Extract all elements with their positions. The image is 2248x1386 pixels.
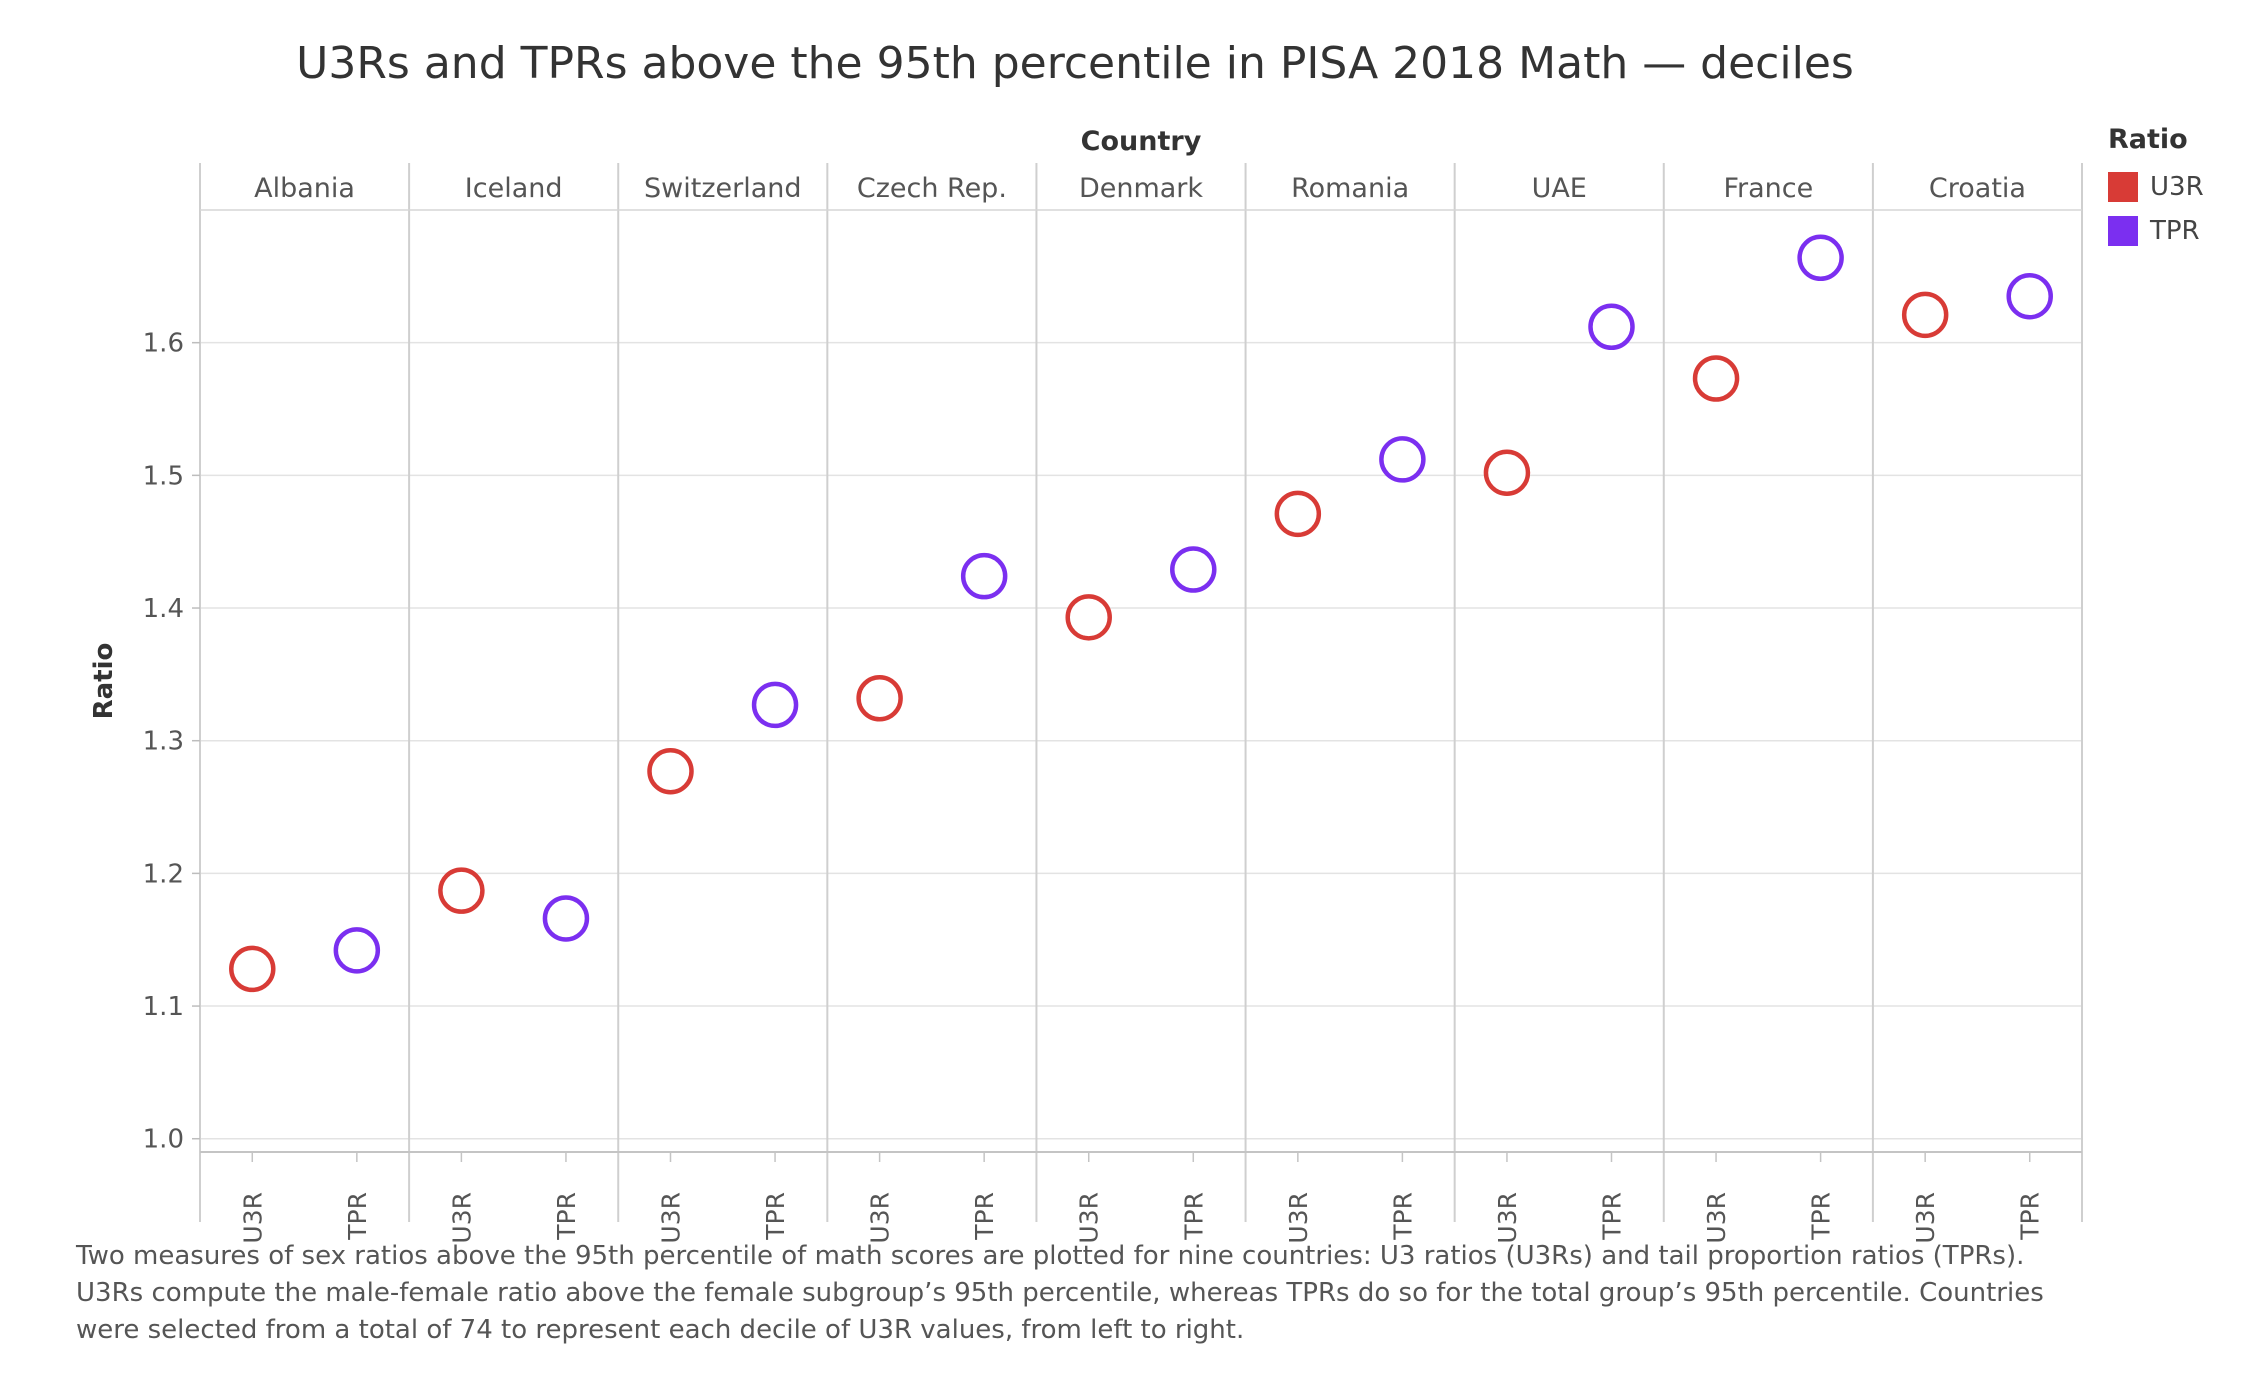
facet-headers: Country Albania Iceland Switzerland Czech Re… [254, 126, 2026, 204]
data-marks [229, 234, 2053, 993]
x-category-label: U3R [866, 1192, 895, 1244]
x-category-label: U3R [657, 1192, 686, 1244]
x-category-label: U3R [1911, 1192, 1940, 1244]
data-point-u3r[interactable] [647, 747, 694, 795]
facet-label: Switzerland [644, 173, 802, 204]
data-point-tpr[interactable] [751, 681, 799, 729]
y-tick-label: 1.2 [143, 859, 184, 889]
legend: Ratio U3R TPR [2108, 124, 2204, 253]
y-axis: 1.0 1.1 1.2 1.3 1.4 1.5 1.6 Ratio [89, 329, 200, 1155]
gridlines [200, 341, 2082, 1140]
x-category-label: TPR [343, 1192, 372, 1241]
x-category-label: U3R [447, 1192, 476, 1244]
data-point-u3r[interactable] [1274, 490, 1322, 538]
x-category-label: TPR [1807, 1192, 1836, 1241]
x-category-label: TPR [2016, 1192, 2045, 1241]
x-category-label: TPR [970, 1192, 999, 1241]
data-point-u3r[interactable] [856, 674, 903, 722]
data-point-tpr[interactable] [1170, 546, 1217, 593]
x-axis: U3R TPR U3R TPR U3R TPR U3R TPR U3R TPR U3R TPR U3R T… [238, 1152, 2045, 1244]
data-point-tpr[interactable] [1379, 436, 1426, 483]
data-point-tpr[interactable] [1797, 234, 1844, 282]
y-tick-label: 1.4 [143, 594, 184, 624]
plot-frame [199, 163, 2083, 1222]
x-category-label: TPR [761, 1192, 790, 1241]
y-tick-label: 1.3 [143, 727, 184, 757]
facet-label: Czech Rep. [857, 173, 1007, 204]
data-point-u3r[interactable] [1483, 449, 1531, 496]
data-point-u3r[interactable] [229, 945, 276, 993]
y-tick-label: 1.6 [143, 329, 184, 359]
x-category-label: TPR [1388, 1192, 1417, 1241]
facet-label: Denmark [1079, 173, 1203, 204]
data-point-tpr[interactable] [960, 552, 1008, 600]
data-point-tpr[interactable] [1588, 303, 1635, 351]
x-category-label: U3R [238, 1192, 267, 1244]
facet-label: France [1723, 173, 1813, 204]
legend-label-u3r: U3R [2150, 172, 2204, 202]
y-axis-title: Ratio [89, 643, 119, 720]
facet-label: UAE [1532, 173, 1587, 204]
facet-label: Albania [254, 173, 355, 204]
legend-item-u3r[interactable]: U3R [2108, 165, 2204, 209]
facet-header-title: Country [1081, 126, 1202, 157]
data-point-tpr[interactable] [542, 895, 590, 942]
x-category-label: U3R [1284, 1192, 1313, 1244]
data-point-u3r[interactable] [1901, 291, 1949, 339]
x-category-label: TPR [552, 1192, 581, 1241]
chart-title: U3Rs and TPRs above the 95th percentile … [296, 38, 1854, 89]
legend-item-tpr[interactable]: TPR [2108, 209, 2204, 253]
y-tick-label: 1.5 [143, 461, 184, 491]
data-point-u3r[interactable] [1065, 594, 1112, 641]
facet-label: Croatia [1929, 173, 2026, 204]
chart-caption: Two measures of sex ratios above the 95t… [76, 1241, 2044, 1345]
y-tick-label: 1.0 [143, 1125, 184, 1155]
data-point-u3r[interactable] [1692, 355, 1740, 402]
legend-swatch-u3r [2108, 172, 2138, 202]
legend-swatch-tpr [2108, 216, 2138, 246]
facet-label: Iceland [465, 173, 563, 204]
data-point-u3r[interactable] [438, 867, 485, 914]
x-category-label: TPR [1179, 1192, 1208, 1241]
facet-label: Romania [1291, 173, 1409, 204]
y-tick-label: 1.1 [143, 992, 184, 1022]
data-point-tpr[interactable] [2006, 272, 2053, 320]
data-point-tpr[interactable] [333, 927, 381, 974]
legend-label-tpr: TPR [2150, 216, 2200, 246]
x-category-label: U3R [1075, 1192, 1104, 1244]
x-category-label: U3R [1493, 1192, 1522, 1244]
legend-title: Ratio [2108, 124, 2188, 155]
x-category-label: TPR [1598, 1192, 1627, 1241]
x-category-label: U3R [1702, 1192, 1731, 1244]
